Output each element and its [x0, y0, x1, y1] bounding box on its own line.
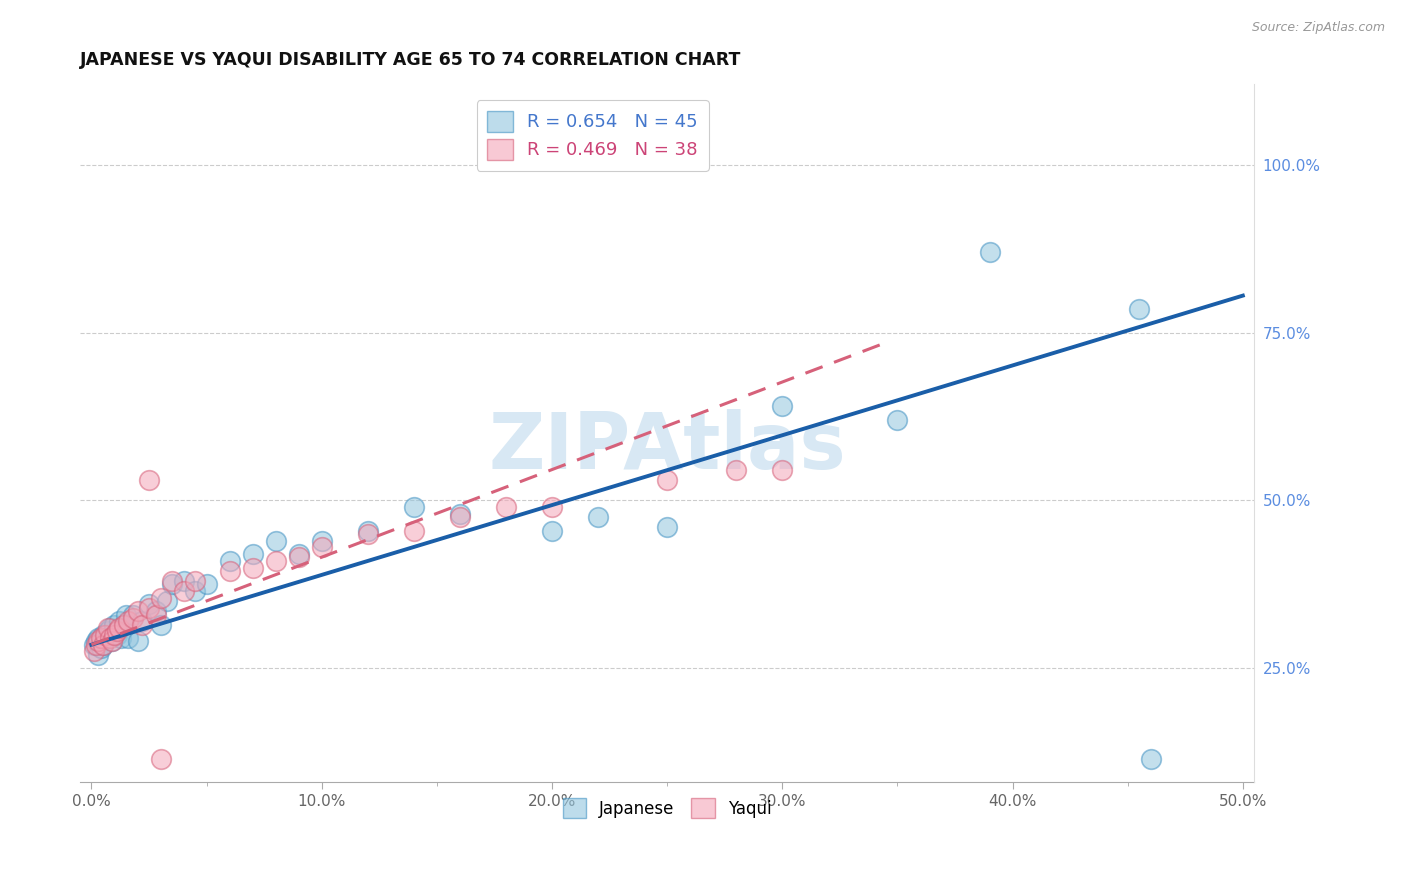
Point [311, 533, 333, 548]
Point [105, 624, 128, 639]
Point [586, 510, 609, 524]
Point [725, 463, 748, 477]
Point [287, 547, 309, 561]
Point [127, 634, 149, 648]
Point [979, 244, 1001, 259]
Point [105, 627, 128, 641]
Point [184, 584, 207, 599]
Point [83, 644, 105, 658]
Point [160, 577, 183, 591]
Text: JAPANESE VS YAQUI DISABILITY AGE 65 TO 74 CORRELATION CHART: JAPANESE VS YAQUI DISABILITY AGE 65 TO 7… [80, 51, 741, 69]
Point [97, 624, 120, 639]
Point [90, 641, 112, 656]
Point [131, 617, 153, 632]
Point [91, 638, 114, 652]
Point [173, 584, 195, 599]
Point [87, 634, 110, 648]
Point [657, 473, 679, 487]
Point [145, 607, 167, 622]
Point [103, 617, 125, 632]
Point [122, 607, 145, 622]
Point [541, 500, 564, 514]
Point [149, 617, 172, 632]
Point [127, 604, 149, 618]
Point [495, 500, 517, 514]
Point [97, 621, 120, 635]
Point [195, 577, 218, 591]
Point [449, 510, 471, 524]
Point [311, 541, 333, 555]
Point [112, 617, 135, 632]
Point [112, 617, 135, 632]
Point [138, 473, 160, 487]
Point [87, 631, 110, 645]
Point [149, 591, 172, 605]
Point [94, 631, 117, 645]
Point [91, 638, 114, 652]
Point [138, 600, 160, 615]
Point [1139, 752, 1161, 766]
Point [122, 611, 145, 625]
Point [94, 627, 117, 641]
Point [357, 524, 380, 538]
Point [117, 614, 139, 628]
Point [264, 554, 287, 568]
Point [449, 507, 471, 521]
Point [83, 638, 105, 652]
Point [84, 634, 107, 648]
Text: ZIPAtlas: ZIPAtlas [488, 409, 846, 485]
Point [156, 594, 179, 608]
Point [541, 524, 564, 538]
Point [117, 631, 139, 645]
Point [87, 648, 110, 662]
Point [242, 560, 264, 574]
Point [98, 631, 121, 645]
Point [115, 607, 138, 622]
Point [402, 500, 425, 514]
Point [184, 574, 207, 588]
Point [98, 621, 121, 635]
Point [287, 550, 309, 565]
Point [84, 638, 107, 652]
Point [218, 564, 240, 578]
Point [110, 631, 132, 645]
Point [131, 614, 153, 628]
Point [138, 598, 160, 612]
Point [108, 621, 131, 635]
Point [103, 627, 125, 641]
Point [657, 520, 679, 534]
Point [145, 604, 167, 618]
Point [242, 547, 264, 561]
Point [357, 527, 380, 541]
Point [101, 634, 124, 648]
Text: Source: ZipAtlas.com: Source: ZipAtlas.com [1251, 21, 1385, 34]
Point [149, 752, 172, 766]
Point [173, 574, 195, 588]
Point [90, 631, 112, 645]
Point [402, 524, 425, 538]
Point [770, 400, 793, 414]
Point [101, 634, 124, 648]
Legend: Japanese, Yaqui: Japanese, Yaqui [555, 792, 779, 824]
Point [886, 413, 908, 427]
Point [1128, 301, 1150, 316]
Point [264, 533, 287, 548]
Point [108, 614, 131, 628]
Point [218, 554, 240, 568]
Point [91, 627, 114, 641]
Point [770, 463, 793, 477]
Point [160, 574, 183, 588]
